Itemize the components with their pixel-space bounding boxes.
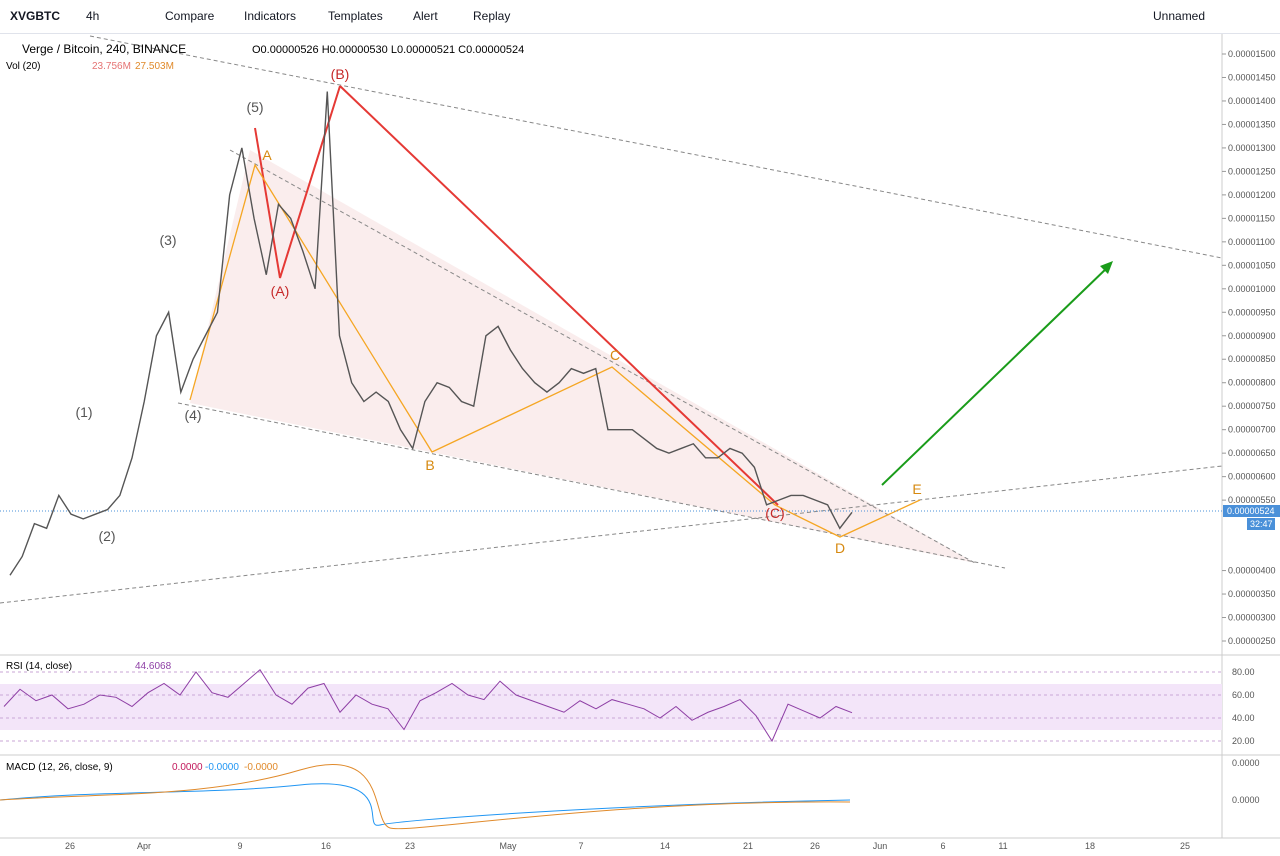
signal-line [0, 763, 851, 830]
x-tick-label: 21 [743, 841, 753, 851]
wave-label: D [835, 540, 845, 556]
legend-title: Verge / Bitcoin, 240, BINANCE [22, 42, 186, 56]
y-tick-label: 0.00001000 [1228, 284, 1276, 294]
x-tick-label: 14 [660, 841, 670, 851]
macd-tick-label: 0.0000 [1232, 758, 1260, 768]
x-tick-label: 7 [578, 841, 583, 851]
rsi-tick-label: 40.00 [1232, 713, 1255, 723]
x-tick-label: 11 [998, 841, 1007, 851]
x-tick-label: 26 [810, 841, 820, 851]
toolbar: XVGBTC 4h Compare Indicators Templates A… [0, 0, 1280, 34]
pattern [189, 163, 921, 538]
legend-ohlc: O0.00000526 H0.00000530 L0.00000521 C0.0… [252, 44, 524, 56]
y-tick-label: 0.00000350 [1228, 589, 1276, 599]
y-tick-label: 0.00000650 [1228, 448, 1276, 458]
x-tick-label: Apr [137, 841, 151, 851]
interval[interactable]: 4h [86, 9, 100, 23]
wave-label: (2) [98, 528, 115, 544]
y-tick-label: 0.00001500 [1228, 49, 1276, 59]
y-tick-label: 0.00000700 [1228, 425, 1276, 435]
legend-vol2: 27.503M [135, 61, 174, 72]
y-tick-label: 0.00000600 [1228, 472, 1276, 482]
wave-label: (B) [331, 66, 350, 82]
triangle [190, 150, 975, 563]
replay[interactable]: Replay [473, 9, 511, 23]
legend-macd: MACD (12, 26, close, 9) [6, 762, 113, 773]
wave-label: B [425, 457, 434, 473]
legend-macd3: -0.0000 [244, 762, 278, 773]
y-tick-label: 0.00001200 [1228, 190, 1276, 200]
y-tick-label: 0.00000800 [1228, 378, 1276, 388]
y-tick-label: 0.00001150 [1228, 213, 1275, 223]
wave-label: (3) [159, 232, 176, 248]
wave-label: (A) [271, 283, 290, 299]
wave-label: (C) [765, 505, 784, 521]
x-tick-label: 6 [940, 841, 945, 851]
compare[interactable]: Compare [165, 9, 215, 23]
countdown: 32:47 [1250, 519, 1273, 529]
wave-label: (4) [184, 407, 201, 423]
wave-label: C [610, 347, 620, 363]
y-tick-label: 0.00000900 [1228, 331, 1276, 341]
rsi-tick-label: 60.00 [1232, 690, 1255, 700]
x-tick-label: 18 [1085, 841, 1095, 851]
arrow [881, 264, 1111, 486]
rsi-line [3, 668, 853, 743]
legend-volume: Vol (20) [6, 61, 40, 72]
legend-vol1: 23.756M [92, 61, 131, 72]
wave-label: E [912, 481, 921, 497]
price-label: 0.00000524 [1227, 506, 1275, 516]
y-tick-label: 0.00000300 [1228, 613, 1276, 623]
arrow-head [1100, 261, 1113, 274]
legend-rsi: RSI (14, close) [6, 661, 72, 672]
rsi-tick-label: 20.00 [1232, 736, 1255, 746]
countdown-tag [1247, 518, 1275, 530]
wave-label: (1) [75, 404, 92, 420]
y-tick-label: 0.00001050 [1228, 260, 1276, 270]
x-tick-label: 16 [321, 841, 331, 851]
alert[interactable]: Alert [413, 9, 438, 23]
rsi-tick-label: 80.00 [1232, 667, 1255, 677]
x-tick-label: May [499, 841, 517, 851]
trendlines [0, 35, 1223, 604]
wave-label: (5) [246, 99, 263, 115]
y-tick-label: 0.00000850 [1228, 354, 1276, 364]
x-tick-label: 26 [65, 841, 75, 851]
templates[interactable]: Templates [328, 9, 383, 23]
y-tick-label: 0.00001450 [1228, 72, 1276, 82]
y-tick-label: 0.00000400 [1228, 566, 1276, 576]
y-tick-label: 0.00000950 [1228, 307, 1276, 317]
legend-macd2: -0.0000 [205, 762, 239, 773]
macd-line [0, 783, 851, 826]
rsi-band [0, 684, 1222, 730]
y-tick-label: 0.00000550 [1228, 495, 1276, 505]
indicators[interactable]: Indicators [244, 9, 297, 23]
chart: 0.00000524 32:47 Verge / Bitcoin, 240, B… [0, 34, 1280, 851]
wave-label: A [262, 147, 272, 163]
legend-rsi-value: 44.6068 [135, 661, 172, 672]
y-tick-label: 0.00001250 [1228, 166, 1276, 176]
y-tick-label: 0.00001350 [1228, 119, 1276, 129]
price-line-series [9, 91, 853, 576]
x-tick-label: 9 [237, 841, 242, 851]
x-tick-label: 25 [1180, 841, 1190, 851]
y-tick-label: 0.00001400 [1228, 96, 1276, 106]
x-tick-label: 23 [405, 841, 415, 851]
y-tick-label: 0.00001100 [1228, 237, 1275, 247]
price-tag [1223, 505, 1280, 517]
legend-macd1: 0.0000 [172, 762, 203, 773]
x-tick-label: Jun [873, 841, 888, 851]
symbol[interactable]: XVGBTC [10, 9, 61, 23]
layout-name[interactable]: Unnamed [1153, 9, 1206, 23]
y-tick-label: 0.00001300 [1228, 143, 1276, 153]
macd-tick-label: 0.0000 [1232, 795, 1260, 805]
y-tick-label: 0.00000750 [1228, 401, 1276, 411]
wave-bc [339, 85, 779, 506]
y-tick-label: 0.00000250 [1228, 636, 1276, 646]
